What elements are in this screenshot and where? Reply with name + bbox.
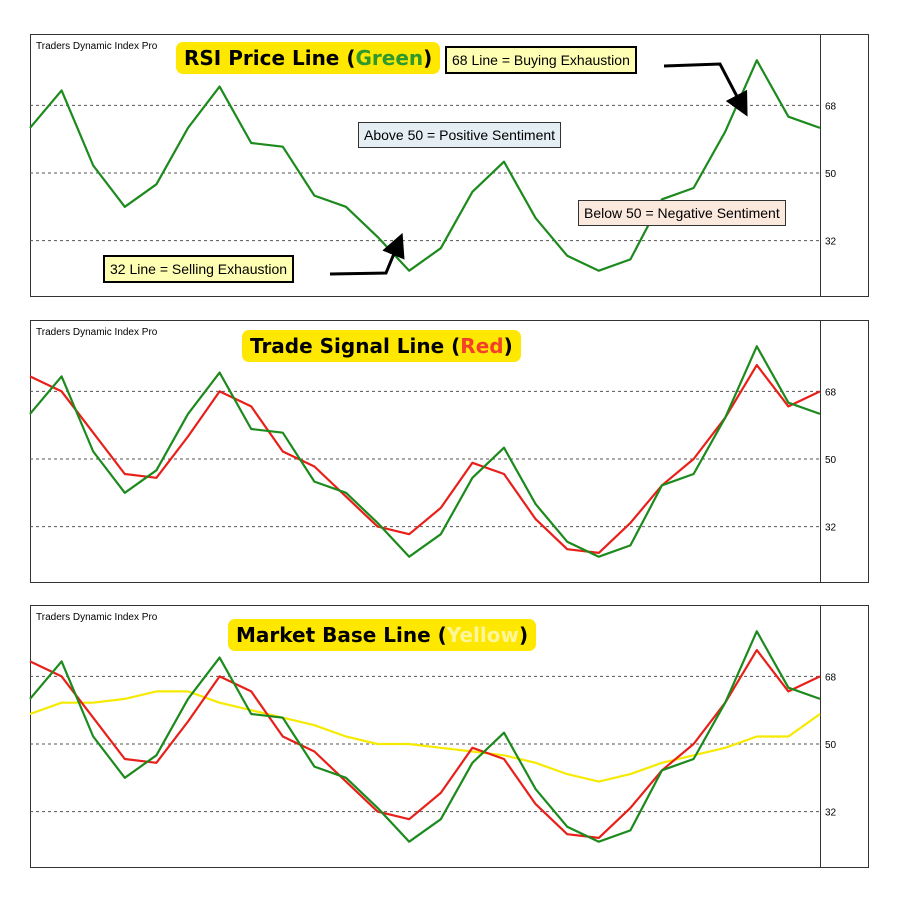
series-line-trade-signal-line [29, 648, 821, 839]
level-tick-label: 32 [825, 523, 837, 534]
positive-sentiment-note: Above 50 = Positive Sentiment [358, 122, 562, 148]
selling-exhaustion-note: 32 Line = Selling Exhaustion [103, 255, 295, 283]
title-color-word: Yellow [446, 623, 519, 647]
series-line-rsi-price-line [29, 345, 821, 558]
market-base-line-chart: Traders Dynamic Index Pro 68 50 32 Market … [29, 605, 869, 868]
title-color-word: Green [355, 46, 424, 70]
level-tick-label: 32 [825, 237, 837, 248]
chart-border [30, 34, 869, 297]
selling-exhaustion-arrow [329, 232, 405, 276]
indicator-name: Traders Dynamic Index Pro [36, 612, 158, 623]
trade-signal-line-chart: Traders Dynamic Index Pro 68 50 32 Trade S… [29, 320, 869, 583]
panel-title: Market Base Line (Yellow) [228, 619, 537, 651]
title-prefix: RSI Price Line ( [184, 46, 356, 70]
title-suffix: ) [423, 46, 433, 70]
level-tick-label: 50 [825, 740, 837, 751]
chart-canvas-2: Traders Dynamic Index Pro 68 50 32 [29, 320, 869, 583]
level-tick-label: 68 [825, 672, 837, 683]
series-line-market-base-line [29, 690, 821, 783]
chart-border [30, 605, 869, 868]
title-prefix: Trade Signal Line ( [250, 334, 461, 358]
panel-title: RSI Price Line (Green) [176, 42, 441, 74]
rsi-price-line-chart: Traders Dynamic Index Pro 68 50 32 RSI Pri… [29, 34, 869, 297]
title-prefix: Market Base Line ( [236, 623, 447, 647]
chart-canvas-1: Traders Dynamic Index Pro 68 50 32 [29, 34, 869, 297]
chart-canvas-3: Traders Dynamic Index Pro 68 50 32 [29, 605, 869, 868]
level-tick-label: 50 [825, 169, 837, 180]
panel-title: Trade Signal Line (Red) [242, 330, 521, 362]
indicator-name: Traders Dynamic Index Pro [36, 327, 158, 338]
series-line-trade-signal-line [29, 363, 821, 554]
title-suffix: ) [503, 334, 513, 358]
buying-exhaustion-arrow [663, 62, 748, 117]
chart-border [30, 320, 869, 583]
indicator-name: Traders Dynamic Index Pro [36, 41, 158, 52]
title-color-word: Red [460, 334, 504, 358]
level-tick-label: 68 [825, 387, 837, 398]
negative-sentiment-note: Below 50 = Negative Sentiment [578, 200, 786, 226]
level-tick-label: 50 [825, 455, 837, 466]
level-tick-label: 32 [825, 808, 837, 819]
series-line-rsi-price-line [29, 630, 821, 843]
series-line-rsi-price-line [29, 59, 821, 272]
title-suffix: ) [518, 623, 529, 647]
level-tick-label: 68 [825, 101, 837, 112]
buying-exhaustion-note: 68 Line = Buying Exhaustion [445, 46, 637, 74]
